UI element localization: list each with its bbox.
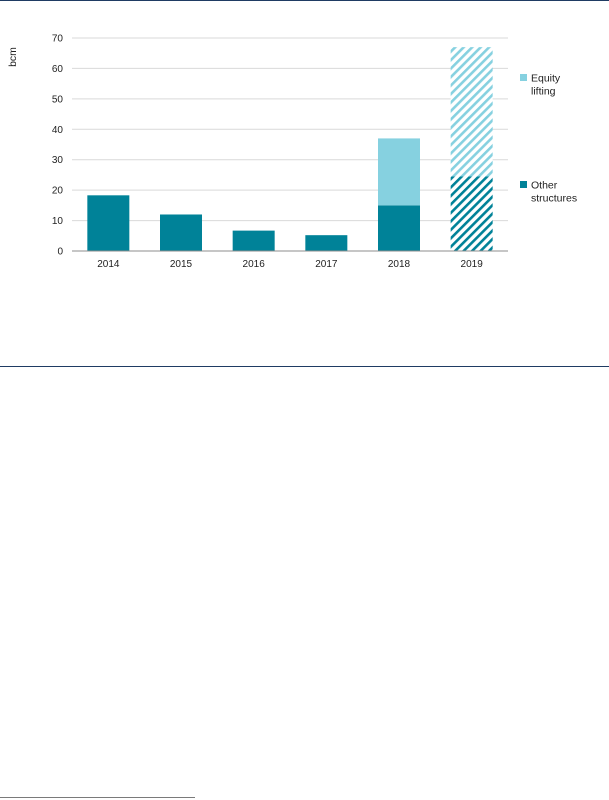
x-tick-label: 2015 <box>170 259 193 270</box>
y-tick-label: 50 <box>52 94 64 105</box>
legend-label: Other <box>531 180 558 192</box>
legend-label: structures <box>531 193 577 205</box>
bar-other-structures-2015 <box>160 214 202 251</box>
section-divider <box>0 366 609 367</box>
legend-swatch <box>520 74 527 81</box>
bar-other-structures-2014 <box>87 195 130 251</box>
bar-other-structures-2019 <box>450 176 493 251</box>
bar-equity-lifting-2018 <box>378 138 420 206</box>
y-tick-label: 70 <box>52 34 64 45</box>
stacked-bar-chart: 0 10 20 30 40 50 60 70 2014 2015 2016 2017 2018 2019… <box>7 34 577 271</box>
y-tick-label: 40 <box>52 125 64 136</box>
y-tick-label: 30 <box>52 155 64 166</box>
y-tick-label: 10 <box>52 216 64 227</box>
y-axis-ticks: 0 10 20 30 40 50 60 70 <box>52 34 64 258</box>
y-tick-label: 20 <box>52 186 64 197</box>
footnote-rule <box>0 797 195 798</box>
bar-other-structures-2016 <box>232 230 275 251</box>
x-tick-label: 2018 <box>388 259 411 270</box>
x-tick-label: 2016 <box>243 259 266 270</box>
legend-label: lifting <box>531 86 556 98</box>
x-tick-label: 2019 <box>461 259 484 270</box>
y-tick-label: 60 <box>52 64 64 75</box>
x-tick-label: 2014 <box>97 259 120 270</box>
y-axis-label: bcm <box>7 47 19 67</box>
top-rule <box>0 0 609 1</box>
x-tick-label: 2017 <box>315 259 338 270</box>
legend-swatch <box>520 181 527 188</box>
legend-label: Equity <box>531 73 561 85</box>
bar-other-structures-2018 <box>378 205 420 251</box>
bar-equity-lifting-2019 <box>450 47 493 177</box>
bars <box>87 47 493 251</box>
gridlines <box>72 37 508 222</box>
x-axis-ticks: 2014 2015 2016 2017 2018 2019 <box>97 259 483 270</box>
bar-other-structures-2017 <box>305 235 348 251</box>
y-tick-label: 0 <box>57 247 63 258</box>
